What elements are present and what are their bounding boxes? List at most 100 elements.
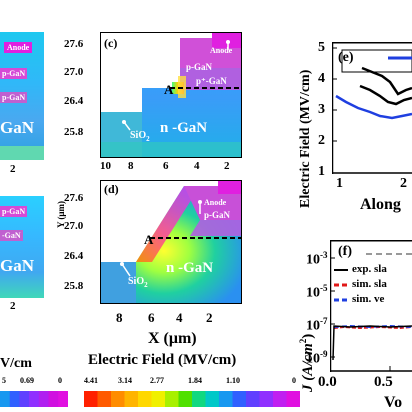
legend-exp: exp. sla	[352, 263, 387, 275]
colorbar-swatch	[58, 391, 68, 407]
colorbar-swatch	[19, 391, 30, 407]
left-bottom-pgan-label: p-GaN	[0, 206, 28, 217]
colorbar-mid	[84, 391, 300, 407]
colorbar-swatch	[9, 391, 20, 407]
panel-c-ngan: n -GaN	[160, 120, 208, 136]
panel-c-label: (c)	[104, 36, 118, 50]
panel-c-pgan: p-GaN	[186, 62, 213, 72]
panel-f-plot	[330, 240, 412, 372]
panel-e-ylabel: Electric Field (MV/cm)	[298, 69, 313, 208]
left-panel-bottom: p-GaN -GaN GaN	[0, 196, 44, 298]
left-ppgan-label: p-GaN	[0, 92, 28, 103]
panel-e-ytick: 1	[318, 164, 325, 179]
panel-e-plot	[332, 42, 412, 174]
panel-d-ytick: 27.6	[64, 192, 84, 204]
panel-d-label: (d)	[104, 182, 119, 196]
panel-f-ytick: 10-9	[306, 349, 328, 367]
legend-sim2: sim. ve	[352, 293, 385, 305]
colorbar-swatch	[219, 391, 233, 407]
colorbar-swatch	[151, 391, 166, 407]
colorbar-swatch	[273, 391, 287, 407]
panel-f-ytick: 10-5	[306, 283, 328, 301]
panel-d: (d) Anode p-GaN A n -GaN SiO2	[100, 180, 242, 304]
left-bottom-xtick: 2	[10, 300, 16, 312]
series-black2-e	[359, 84, 412, 106]
colorbar-title: Electric Field (MV/cm)	[88, 352, 237, 368]
panel-c-ytick: 27.6	[64, 38, 84, 50]
panel-e-xlabel: Along	[360, 196, 401, 213]
colorbar-swatch	[111, 391, 125, 407]
series-blue-e	[335, 94, 412, 120]
panel-d-xlabel: X (μm)	[148, 330, 197, 347]
left-colorbar-ticks: 5 0.69 0	[2, 376, 62, 385]
panel-f-ytick: 10-3	[306, 250, 328, 268]
panel-e-ytick: 2	[318, 133, 325, 148]
colorbar-swatch	[0, 391, 11, 407]
panel-c-xtick: 6	[163, 160, 169, 172]
panel-f-xtick: 0.5	[374, 374, 393, 390]
panel-d-xtick: 8	[116, 310, 123, 325]
colorbar-swatch	[259, 391, 274, 407]
left-bottom-ngan-label: GaN	[0, 256, 34, 275]
colorbar-swatch	[232, 391, 247, 407]
panel-c-marker: A	[164, 82, 174, 97]
colorbar-swatch	[178, 391, 193, 407]
colorbar-swatch	[97, 391, 112, 407]
left-pgan-label: p-GaN	[0, 68, 28, 79]
panel-d-xtick: 2	[206, 310, 213, 325]
colorbar-swatch	[192, 391, 206, 407]
colorbar-swatch	[48, 391, 59, 407]
colorbar-swatch	[165, 391, 179, 407]
panel-d-device-map	[100, 180, 242, 304]
colorbar-swatch	[205, 391, 220, 407]
panel-c-xtick: 10	[100, 160, 111, 172]
panel-e-ytick: 5	[318, 40, 325, 55]
colorbar-swatch	[246, 391, 260, 407]
panel-d-marker: A	[144, 232, 154, 247]
colorbar-ticks: 4.41 3.14 2.77 1.84 1.10 0	[84, 376, 296, 385]
panel-c-xtick: 8	[128, 160, 134, 172]
colorbar-swatch	[38, 391, 50, 407]
left-panel-top: Anode p-GaN p-GaN GaN	[0, 32, 44, 160]
panel-c-sio2: SiO2	[130, 130, 150, 143]
left-anode-label: Anode	[4, 42, 33, 53]
legend-sim1: sim. sla	[352, 278, 387, 290]
panel-f-xtick: 0.0	[318, 374, 337, 390]
left-top-xtick: 2	[10, 163, 16, 175]
panel-e-xtick: 2	[400, 176, 407, 191]
panel-d-ngan: n -GaN	[166, 260, 214, 276]
panel-c-ppgan: p⁺-GaN	[196, 76, 227, 86]
panel-c-xtick: 4	[194, 160, 200, 172]
panel-f-label: (f)	[338, 244, 352, 259]
panel-c-anode: Anode	[210, 46, 233, 55]
panel-f-xlabel: Vo	[384, 394, 403, 411]
series-black-e	[361, 66, 412, 96]
panel-f-ytick: 10-7	[306, 316, 328, 334]
panel-d-ytick: 27.0	[64, 220, 84, 232]
panel-d-sio2: SiO2	[128, 276, 148, 289]
panel-c-ytick: 27.0	[64, 66, 84, 78]
colorbar-swatch	[84, 391, 98, 407]
panel-d-xtick: 4	[176, 310, 183, 325]
left-bottom-ppgan-label: -GaN	[0, 230, 23, 241]
series-exp-black	[332, 325, 412, 361]
left-ngan-label: GaN	[0, 118, 34, 137]
colorbar-swatch	[138, 391, 152, 407]
panel-e-xtick: 1	[336, 176, 343, 191]
panel-d-ytick: 25.8	[64, 280, 84, 292]
panel-c-ytick: 26.4	[64, 95, 84, 107]
panel-d-xtick: 6	[148, 310, 155, 325]
panel-c: (c) Anode p-GaN p⁺-GaN A n -GaN SiO2	[100, 32, 242, 158]
panel-c-xtick: 2	[224, 160, 230, 172]
colorbar-swatch	[124, 391, 139, 407]
panel-e-label: (e)	[338, 50, 354, 65]
panel-d-pgan: p-GaN	[204, 210, 231, 220]
panel-e-ytick: 4	[318, 71, 325, 86]
panel-c-device-map	[100, 32, 242, 158]
left-units-label: V/cm	[0, 356, 32, 371]
panel-e-ytick: 3	[318, 102, 325, 117]
colorbar-swatch	[286, 391, 300, 407]
panel-d-ytick: 26.4	[64, 250, 84, 262]
colorbar-swatch	[29, 391, 40, 407]
panel-c-ytick: 25.8	[64, 126, 84, 138]
